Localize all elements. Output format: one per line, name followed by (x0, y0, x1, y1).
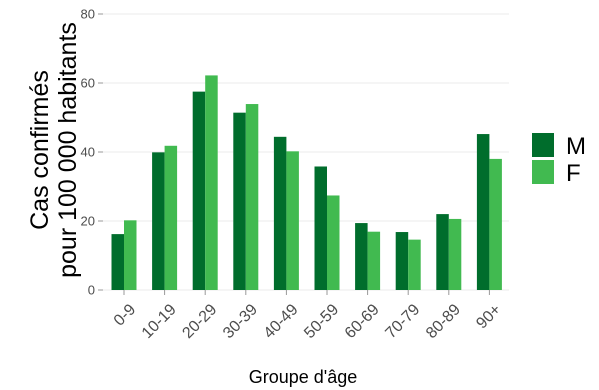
bar-f-50-59 (327, 195, 340, 290)
x-tick-label: 70-79 (382, 301, 423, 342)
bar-f-40-49 (286, 151, 299, 290)
bar-f-10-19 (164, 145, 178, 290)
x-tick-label: 10-19 (139, 301, 180, 342)
bar-m-50-59 (314, 166, 327, 290)
x-tick-label: 50-59 (301, 301, 342, 342)
bar-f-60-69 (367, 231, 381, 290)
legend-swatch-f (532, 160, 554, 184)
y-tick-label: 0 (88, 283, 95, 298)
bar-m-80-89 (436, 214, 449, 290)
bar-m-30-39 (233, 112, 246, 290)
y-axis-title-line-2: pour 100 000 habitants (54, 22, 82, 278)
x-tick-label: 0-9 (111, 301, 139, 329)
bar-m-90plus (476, 134, 490, 290)
y-tick-label: 20 (81, 214, 95, 229)
y-axis-title: Cas confirmés pour 100 000 habitants (26, 22, 82, 278)
x-tick-label: 40-49 (261, 301, 302, 342)
legend-label-m: M (566, 133, 586, 160)
bar-m-0-9 (111, 234, 124, 290)
y-axis-title-line-1: Cas confirmés (26, 70, 54, 230)
legend: M F (532, 133, 586, 187)
x-tick-label: 80-89 (423, 301, 464, 342)
bar-f-30-39 (245, 104, 259, 290)
bar-m-10-19 (152, 152, 165, 290)
bar-m-70-79 (395, 232, 409, 290)
bar-m-20-29 (192, 91, 206, 290)
y-axis-tick-labels: 0 20 40 60 80 (81, 7, 103, 298)
y-tick-label: 60 (81, 76, 95, 91)
bar-f-80-89 (448, 218, 462, 290)
legend-swatch-m (532, 133, 554, 157)
x-tick-label: 30-39 (220, 301, 261, 342)
bars (111, 75, 502, 290)
bar-m-40-49 (273, 136, 287, 290)
legend-label-f: F (566, 160, 581, 187)
x-tick-label: 20-29 (179, 301, 220, 342)
bar-m-60-69 (355, 223, 368, 290)
y-tick-label: 80 (81, 7, 95, 22)
x-axis-tick-labels: 0-9 10-19 20-29 30-39 40-49 50-59 60-69 70-79 80… (111, 290, 505, 342)
y-tick-label: 40 (81, 145, 95, 160)
bar-f-0-9 (124, 220, 137, 290)
bar-f-90plus (489, 158, 502, 290)
bar-f-70-79 (408, 239, 421, 290)
bar-f-20-29 (205, 75, 218, 290)
x-tick-label: 60-69 (342, 301, 383, 342)
x-axis-title: Groupe d'âge (249, 367, 358, 387)
x-tick-label: 90+ (473, 301, 504, 332)
